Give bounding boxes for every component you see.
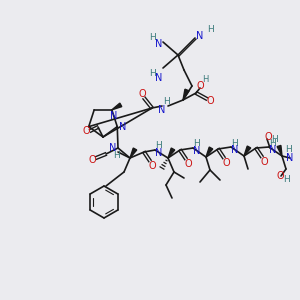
Text: O: O	[88, 155, 96, 165]
Text: H: H	[163, 97, 170, 106]
Text: O: O	[196, 81, 204, 91]
Text: H: H	[194, 140, 200, 148]
Polygon shape	[130, 148, 137, 158]
Text: H: H	[232, 139, 238, 148]
Text: H: H	[283, 176, 290, 184]
Text: O: O	[222, 158, 230, 168]
Text: N: N	[231, 145, 239, 155]
Polygon shape	[112, 103, 122, 110]
Text: H: H	[150, 34, 156, 43]
Text: O: O	[138, 89, 146, 99]
Polygon shape	[244, 146, 251, 156]
Text: N: N	[155, 39, 163, 49]
Text: O: O	[184, 159, 192, 169]
Text: H: H	[202, 76, 208, 85]
Text: O: O	[148, 161, 156, 171]
Polygon shape	[277, 146, 282, 156]
Text: H: H	[150, 68, 156, 77]
Text: H: H	[112, 152, 119, 160]
Text: N: N	[109, 143, 117, 153]
Text: H: H	[272, 136, 278, 145]
Text: O: O	[82, 126, 90, 136]
Text: O: O	[276, 171, 284, 181]
Polygon shape	[168, 148, 175, 158]
Text: H: H	[207, 26, 213, 34]
Polygon shape	[183, 89, 189, 100]
Text: H: H	[156, 142, 162, 151]
Text: H: H	[270, 139, 276, 148]
Text: N: N	[110, 111, 118, 121]
Text: O: O	[264, 132, 272, 142]
Text: O: O	[206, 96, 214, 106]
Text: N: N	[193, 146, 201, 156]
Text: N: N	[155, 73, 163, 83]
Text: N: N	[158, 105, 166, 115]
Polygon shape	[206, 147, 213, 157]
Text: N: N	[155, 148, 163, 158]
Text: O: O	[260, 157, 268, 167]
Text: H: H	[285, 146, 291, 154]
Text: N: N	[118, 122, 126, 132]
Text: N: N	[196, 31, 204, 41]
Text: N: N	[286, 153, 294, 163]
Text: N: N	[269, 145, 277, 155]
